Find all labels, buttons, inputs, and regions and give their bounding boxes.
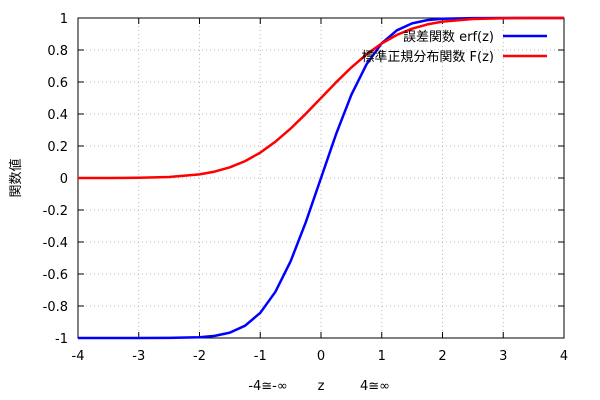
x-tick-label: -4 (72, 349, 85, 364)
y-tick-label: -1 (55, 332, 68, 347)
y-tick-label: 0.8 (47, 44, 68, 59)
ticks: -4 -3 -2 -1 0 1 2 3 4 -1 -0.8 -0.6 -0.4 -0.2 0 0.2 0.4 0.… (43, 12, 569, 364)
x-tick-label: 0 (317, 349, 325, 364)
y-tick-label: -0.6 (43, 268, 68, 283)
series-line-2 (78, 16, 564, 180)
legend-label-1: 誤差関数 erf(z) (403, 29, 494, 45)
x-axis-label-center: z (318, 379, 325, 394)
legend: 誤差関数 erf(z) 標準正規分布関数 F(z) (361, 29, 547, 65)
x-tick-label: -3 (132, 349, 145, 364)
x-axis-label-right: 4≅∞ (360, 379, 390, 394)
x-tick-label: -2 (193, 349, 206, 364)
y-tick-label: 0.6 (47, 76, 68, 91)
x-tick-label: 4 (560, 349, 568, 364)
x-tick-label: 3 (499, 349, 507, 364)
y-tick-label: -0.2 (43, 204, 68, 219)
legend-label-2: 標準正規分布関数 F(z) (361, 49, 494, 65)
y-tick-label: 0.4 (47, 108, 68, 123)
y-tick-label: -0.8 (43, 300, 68, 315)
y-tick-label: -0.4 (43, 236, 68, 251)
y-tick-label: 0.2 (47, 140, 68, 155)
series-line-1 (78, 16, 564, 340)
x-tick-label: 1 (378, 349, 386, 364)
y-tick-label: 1 (60, 12, 68, 27)
y-axis-label: 関数値 (8, 158, 24, 197)
x-tick-label: -1 (254, 349, 267, 364)
x-axis-label-left: -4≅-∞ (248, 379, 287, 394)
x-tick-label: 2 (438, 349, 446, 364)
y-tick-label: 0 (60, 172, 68, 187)
series-lines (78, 16, 564, 340)
